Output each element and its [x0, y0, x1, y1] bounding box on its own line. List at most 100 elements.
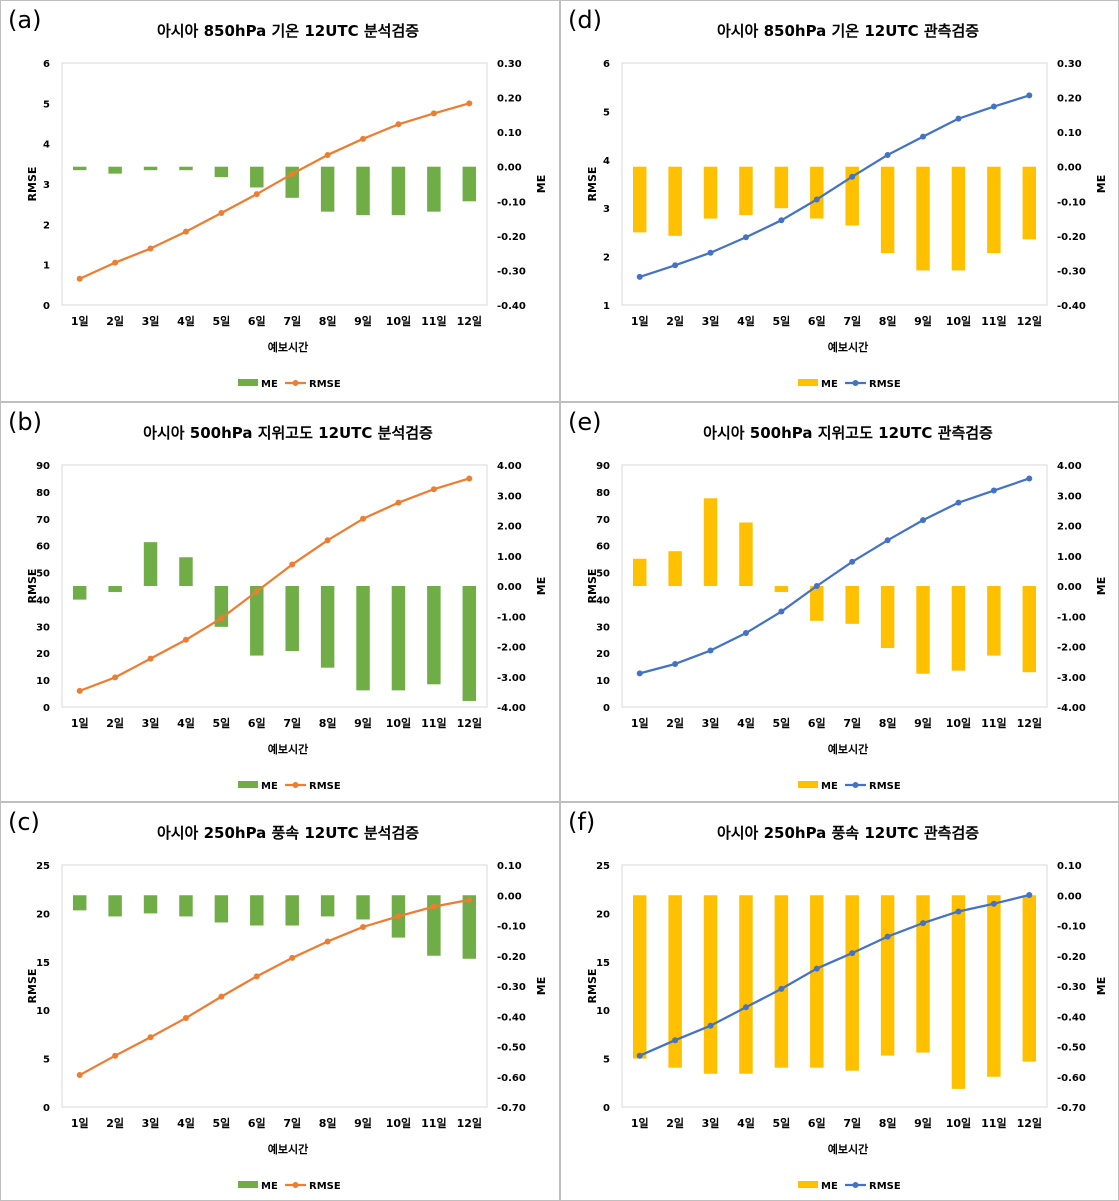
y2-tick-label: 3.00	[1057, 491, 1082, 502]
me-bar	[845, 895, 859, 1071]
x-tick-label: 12일	[457, 1116, 482, 1130]
legend: ME RMSE	[238, 1181, 341, 1192]
x-tick-label: 3일	[142, 716, 160, 730]
me-bar	[320, 895, 335, 917]
rmse-point	[324, 938, 331, 945]
me-bar	[427, 166, 441, 212]
legend-label-rmse: RMSE	[869, 379, 901, 390]
y2-tick-label: -2.00	[497, 643, 526, 654]
x-tick-label: 9일	[354, 716, 372, 730]
rmse-point	[636, 273, 643, 280]
rmse-line	[639, 893, 1030, 1057]
chart-panel-d: (d) 아시아 850hPa 기온 12UTC 관측검증 1 2 3 4 5 6 -0.40 -0…	[560, 0, 1119, 402]
x-tick-label: 4일	[737, 1116, 755, 1130]
y2-tick-label: -0.20	[497, 952, 526, 963]
y-tick-label: 0	[43, 301, 50, 312]
y2-tick-label: 0.30	[1057, 59, 1082, 70]
me-bar	[356, 895, 370, 920]
x-tick-label: 11일	[981, 716, 1006, 730]
y2-tick-label: -0.10	[1057, 922, 1086, 933]
me-bar	[880, 895, 895, 1056]
me-bar	[668, 895, 682, 1068]
y-tick-label: 90	[596, 461, 610, 472]
rmse-point	[920, 517, 927, 524]
panel-letter: (d)	[568, 6, 602, 34]
y-tick-label: 2	[43, 220, 50, 231]
x-tick-label: 3일	[702, 314, 720, 328]
plot-area	[61, 464, 488, 708]
rmse-point	[884, 151, 891, 158]
y-tick-label: 15	[596, 958, 610, 969]
rmse-point	[672, 660, 679, 667]
y-tick-label: 4	[603, 156, 610, 167]
y-tick-label: 10	[596, 1006, 610, 1017]
me-bar	[880, 586, 895, 649]
legend: ME RMSE	[238, 781, 341, 792]
x-tick-label: 5일	[212, 1116, 230, 1130]
plot-area	[621, 62, 1048, 306]
rmse-point	[182, 636, 189, 643]
y2-tick-label: 1.00	[1057, 552, 1082, 563]
x-tick-label: 4일	[177, 716, 195, 730]
legend: ME RMSE	[238, 379, 341, 390]
y-tick-label: 20	[36, 649, 50, 660]
me-bar	[462, 895, 477, 959]
me-bar	[703, 895, 718, 1074]
rmse-point	[395, 499, 402, 506]
rmse-point	[253, 588, 260, 595]
y-tick-label: 25	[596, 861, 610, 872]
y2-tick-label: -0.50	[1057, 1043, 1086, 1054]
y2-tick-label: -0.30	[497, 266, 526, 277]
me-bar	[72, 166, 87, 171]
rmse-point	[813, 583, 820, 589]
y2-axis-label: ME	[1095, 577, 1108, 595]
rmse-point	[147, 1034, 154, 1041]
rmse-point	[920, 920, 927, 927]
y-tick-label: 30	[596, 622, 610, 633]
rmse-point	[360, 923, 367, 930]
panel-letter: (e)	[568, 408, 602, 436]
y-tick-label: 80	[36, 488, 50, 499]
legend-marker-rmse	[292, 1182, 299, 1188]
y2-tick-label: -1.00	[497, 612, 526, 623]
y-tick-label: 3	[43, 180, 50, 191]
me-bar	[916, 895, 930, 1053]
x-tick-label: 7일	[283, 314, 301, 328]
me-bar	[391, 586, 406, 691]
x-tick-label: 10일	[946, 716, 971, 730]
legend-label-me: ME	[821, 781, 838, 792]
rmse-point	[884, 537, 891, 544]
rmse-point	[360, 515, 367, 522]
me-bar	[810, 166, 824, 219]
me-bar	[987, 166, 1001, 254]
x-tick-label: 6일	[248, 716, 266, 730]
plot-area	[61, 62, 488, 306]
y-tick-label: 4	[43, 140, 50, 151]
rmse-point	[672, 262, 679, 269]
me-bar	[774, 895, 789, 1068]
x-tick-label: 3일	[142, 314, 160, 328]
rmse-point	[218, 615, 225, 622]
x-tick-label: 1일	[71, 1116, 89, 1130]
rmse-point	[813, 965, 820, 972]
y2-tick-label: -0.50	[497, 1043, 526, 1054]
legend-marker-rmse	[852, 380, 859, 386]
y-tick-label: 0	[43, 1103, 50, 1114]
y2-tick-label: 1.00	[497, 552, 522, 563]
me-bar	[916, 166, 930, 271]
rmse-point	[395, 121, 402, 128]
plot-area	[61, 864, 488, 1108]
y2-axis-label: ME	[535, 577, 548, 595]
rmse-point	[990, 900, 997, 907]
y2-tick-label: 0.00	[1057, 582, 1082, 593]
x-tick-label: 3일	[702, 1116, 720, 1130]
plot-area	[621, 864, 1048, 1108]
me-bar	[880, 166, 895, 254]
legend-label-me: ME	[821, 1181, 838, 1192]
x-tick-label: 6일	[808, 716, 826, 730]
x-tick-label: 7일	[283, 716, 301, 730]
me-bar	[703, 498, 718, 586]
x-tick-label: 1일	[631, 716, 649, 730]
legend-label-me: ME	[261, 781, 278, 792]
rmse-point	[742, 630, 749, 637]
